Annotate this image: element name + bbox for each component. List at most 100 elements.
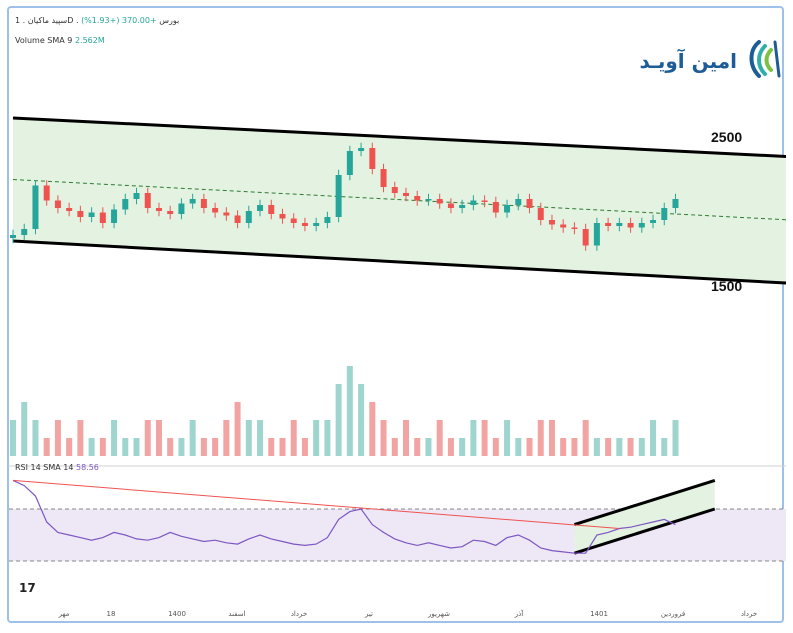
volume-bar — [425, 438, 432, 456]
candle-body — [313, 223, 320, 226]
candle-body — [459, 205, 466, 208]
candle-body — [122, 199, 129, 210]
volume-legend: Volume SMA 9 2.562M — [15, 36, 105, 45]
candle-body — [32, 185, 39, 229]
candle-body — [21, 229, 28, 235]
candle-body — [279, 214, 286, 219]
symbol-line: سپید ماکیان . 1D . بورس — [15, 16, 180, 25]
candle-body — [470, 200, 477, 205]
candle-body — [661, 208, 668, 220]
volume-bar — [459, 438, 466, 456]
candle-body — [189, 199, 196, 204]
volume-bar — [144, 420, 151, 456]
x-axis-tick-label: اسفند — [228, 610, 245, 618]
candle-body — [66, 208, 73, 211]
rsi-channel-lower — [573, 507, 716, 555]
volume-bar — [470, 420, 477, 456]
candle-body — [346, 151, 353, 175]
symbol-legend: سپید ماکیان . 1D . بورس +370.00 (+1.93%) — [15, 16, 179, 25]
candle-body — [526, 199, 533, 208]
candle-body — [504, 205, 511, 213]
channel-lower-line — [12, 239, 786, 285]
candle-body — [77, 211, 84, 217]
x-axis: مهر 18 1400 اسفند خرداد تیر شهریور آذر 1401 فرورد… — [58, 609, 758, 618]
volume-bar — [257, 420, 264, 456]
rsi-channel-fill — [574, 480, 715, 554]
candle-body — [548, 220, 555, 225]
candle-body — [403, 193, 409, 196]
volume-bar — [10, 420, 16, 456]
candle-body — [200, 199, 207, 208]
candle-body — [54, 200, 61, 208]
candle-body — [301, 223, 308, 226]
volume-bar — [32, 420, 39, 456]
volume-bar — [515, 438, 522, 456]
volume-bar — [403, 420, 409, 456]
x-axis-tick-label: شهریور — [427, 610, 450, 618]
candle-body — [268, 205, 275, 214]
candle-body — [593, 223, 600, 246]
candle-body — [43, 185, 50, 201]
candle-body — [111, 209, 118, 223]
brand-logo: امین آویـد — [627, 36, 787, 82]
candle-body — [358, 148, 365, 151]
lower-level-label: 1500 — [711, 278, 743, 294]
volume-label: Volume SMA 9 — [15, 36, 73, 45]
volume-bar — [414, 438, 421, 456]
volume-bar — [279, 438, 286, 456]
volume-bar — [672, 420, 679, 456]
candle-body — [650, 220, 657, 223]
x-axis-tick-label: خرداد — [291, 610, 307, 618]
x-axis-tick-label: 18 — [107, 610, 116, 618]
candle-body — [638, 223, 645, 228]
candle-body — [99, 212, 106, 223]
candle-body — [571, 227, 578, 229]
brand-mark-icon — [749, 40, 781, 78]
volume-bar — [66, 438, 73, 456]
volume-bar — [324, 420, 331, 456]
candle-body — [88, 212, 95, 217]
candle-body — [481, 200, 488, 202]
candle-body — [380, 169, 387, 187]
candle-body — [515, 199, 522, 205]
volume-bar — [21, 402, 28, 456]
volume-bar — [436, 420, 443, 456]
volume-bar — [301, 438, 308, 456]
candle-body — [155, 208, 162, 211]
candle-body — [414, 196, 421, 201]
candle-body — [560, 224, 567, 228]
volume-bar — [290, 420, 297, 456]
x-axis-tick-label: خرداد — [741, 610, 757, 618]
upper-level-label: 2500 — [711, 129, 743, 145]
volume-bar — [358, 384, 365, 456]
volume-bar — [638, 438, 645, 456]
volume-series — [10, 366, 679, 456]
volume-bar — [88, 438, 95, 456]
candle-body — [335, 175, 342, 217]
candle-body — [436, 199, 443, 204]
chart-frame: مهر 18 1400 اسفند خرداد تیر شهریور آذر 1401 فرورد… — [7, 6, 787, 625]
channel-fill — [13, 118, 786, 284]
brand-name: امین آویـد — [639, 48, 737, 73]
candle-body — [245, 211, 252, 223]
volume-bar — [77, 420, 84, 456]
candle-body — [369, 148, 376, 169]
volume-bar — [526, 438, 533, 456]
candle-body — [212, 208, 219, 213]
x-axis-tick-label: 1401 — [590, 610, 608, 618]
volume-bar — [537, 420, 544, 456]
chart-canvas[interactable]: مهر 18 1400 اسفند خرداد تیر شهریور آذر 1401 فرورد… — [9, 8, 786, 625]
candle-body — [605, 223, 612, 226]
price-channel — [12, 116, 786, 285]
rsi-label: RSI 14 SMA 14 — [15, 463, 74, 472]
volume-bar — [189, 420, 196, 456]
channel-upper-line — [12, 116, 786, 159]
rsi-legend: RSI 14 SMA 14 58.56 — [15, 463, 99, 472]
candle-body — [257, 205, 264, 211]
candle-body — [425, 199, 432, 201]
rsi-value: 58.56 — [75, 463, 99, 472]
rsi-line — [12, 479, 676, 554]
volume-bar — [335, 384, 342, 456]
volume-bar — [616, 438, 623, 456]
x-axis-tick-label: 1400 — [168, 610, 186, 618]
